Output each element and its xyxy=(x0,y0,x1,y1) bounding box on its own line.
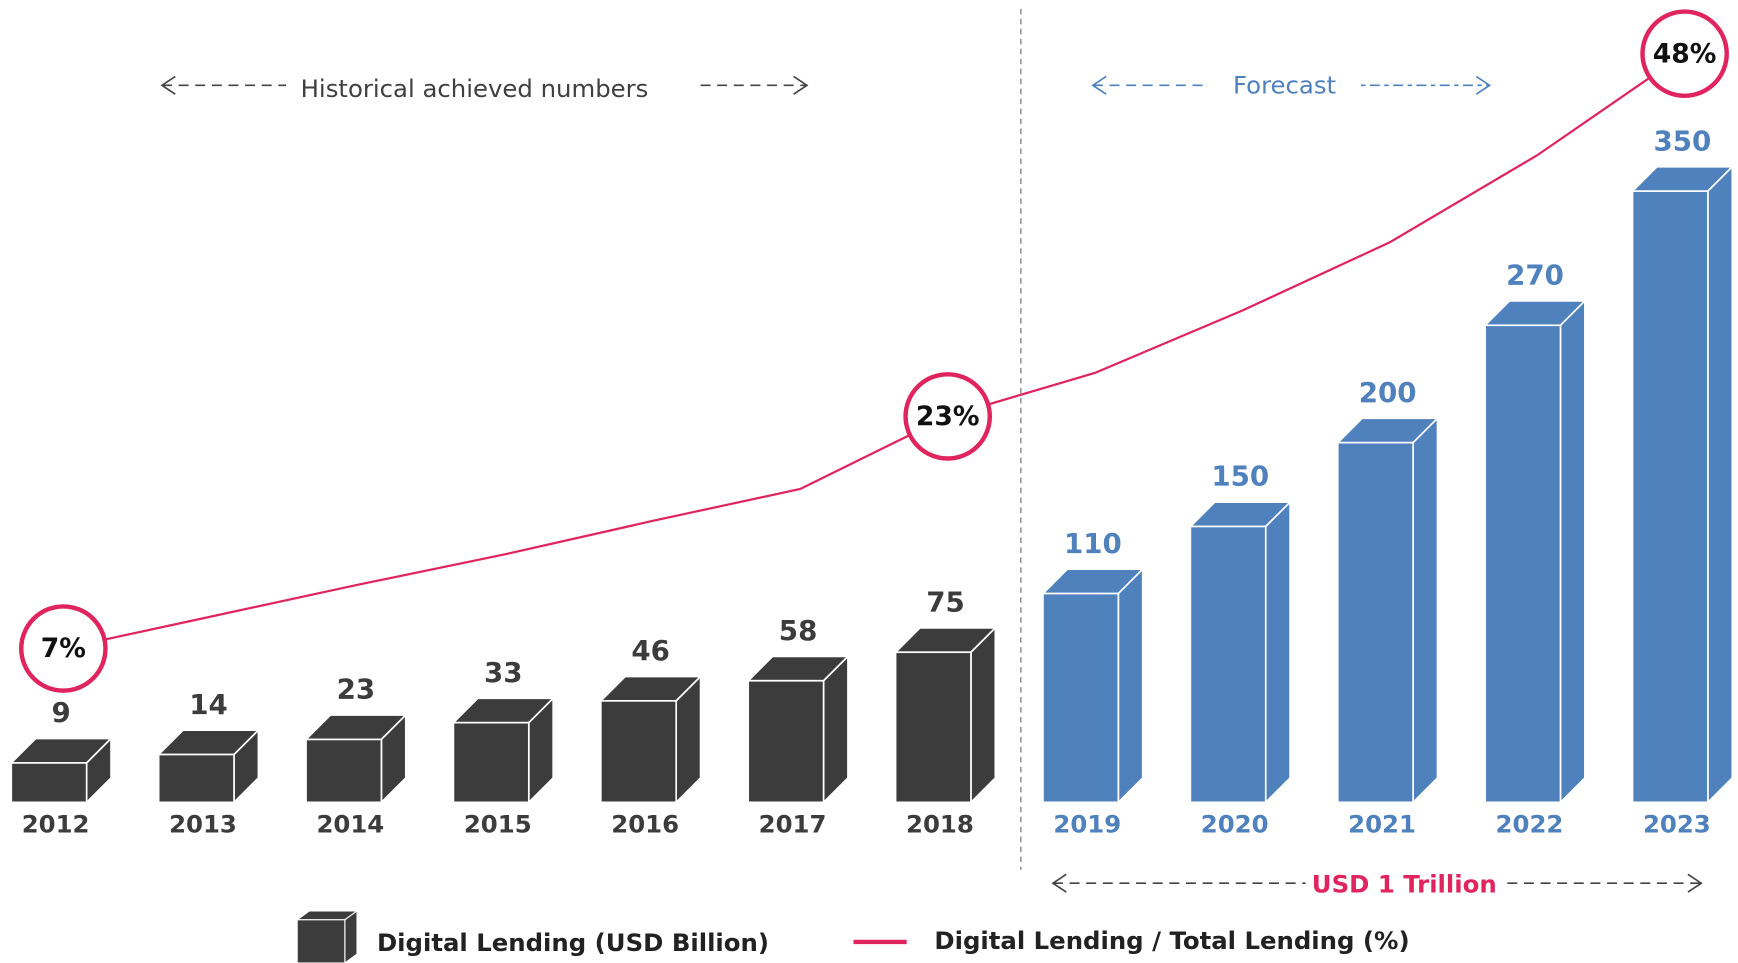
value-label: 33 xyxy=(484,656,523,689)
legend-label: Digital Lending / Total Lending (%) xyxy=(934,926,1409,955)
x-tick-label: 2014 xyxy=(316,810,384,839)
x-tick-label: 2020 xyxy=(1201,810,1269,839)
value-label: 350 xyxy=(1653,124,1711,157)
x-tick-label: 2022 xyxy=(1496,810,1564,839)
value-label: 9 xyxy=(52,696,71,729)
x-tick-label: 2013 xyxy=(169,810,237,839)
bar xyxy=(1042,592,1120,804)
total-arrows xyxy=(1051,873,1703,893)
value-label: 75 xyxy=(926,585,965,618)
forecast-arrows xyxy=(1091,75,1492,95)
x-tick-label: 2021 xyxy=(1348,810,1416,839)
x-tick-label: 2016 xyxy=(611,810,679,839)
label-circle xyxy=(1640,9,1729,99)
value-label: 23 xyxy=(337,673,376,706)
bar xyxy=(452,721,530,804)
x-tick-label: 2012 xyxy=(22,810,90,839)
value-label: 270 xyxy=(1506,259,1564,292)
bar-side xyxy=(1707,164,1734,805)
label-circle xyxy=(903,372,993,461)
value-label: 7% xyxy=(41,633,86,664)
value-label: 110 xyxy=(1064,527,1122,560)
annotation: Forecast xyxy=(1233,70,1336,99)
value-label: 48% xyxy=(1653,38,1717,69)
bar-side xyxy=(1117,567,1144,805)
value-label: 200 xyxy=(1359,376,1417,409)
x-tick-label: 2023 xyxy=(1643,810,1711,839)
value-label: 14 xyxy=(189,688,228,721)
bar xyxy=(305,738,383,804)
bar-side xyxy=(1264,500,1291,805)
bar-side xyxy=(1412,416,1439,805)
bar xyxy=(10,762,88,804)
x-tick-label: 2015 xyxy=(464,810,532,839)
bar xyxy=(894,651,972,804)
bar xyxy=(157,753,235,804)
line xyxy=(63,52,1686,650)
value-label: 150 xyxy=(1211,460,1269,493)
bar xyxy=(1336,441,1414,804)
value-label: 58 xyxy=(779,614,818,647)
bar-side xyxy=(822,654,849,805)
value-label: 46 xyxy=(631,634,670,667)
bar-side xyxy=(1559,298,1586,805)
bar-side xyxy=(970,625,997,805)
label-circle xyxy=(19,604,108,693)
annotation: Historical achieved numbers xyxy=(301,74,649,103)
value-label: 23% xyxy=(916,401,980,432)
x-tick-label: 2017 xyxy=(759,810,827,839)
legend-icon xyxy=(296,919,346,963)
bar xyxy=(1189,525,1267,804)
x-tick-label: 2018 xyxy=(906,810,974,839)
legend: Digital Lending (USD Billion) Digital Le… xyxy=(295,909,1410,963)
historical-arrows xyxy=(160,75,809,95)
x-tick-label: 2019 xyxy=(1053,810,1121,839)
bar xyxy=(1484,324,1562,804)
legend-label: Digital Lending (USD Billion) xyxy=(377,928,769,957)
bar xyxy=(1631,190,1709,804)
annotation: USD 1 Trillion xyxy=(1312,869,1497,898)
bar xyxy=(747,679,825,804)
bar xyxy=(599,700,678,804)
legend-icon-side xyxy=(344,909,358,963)
